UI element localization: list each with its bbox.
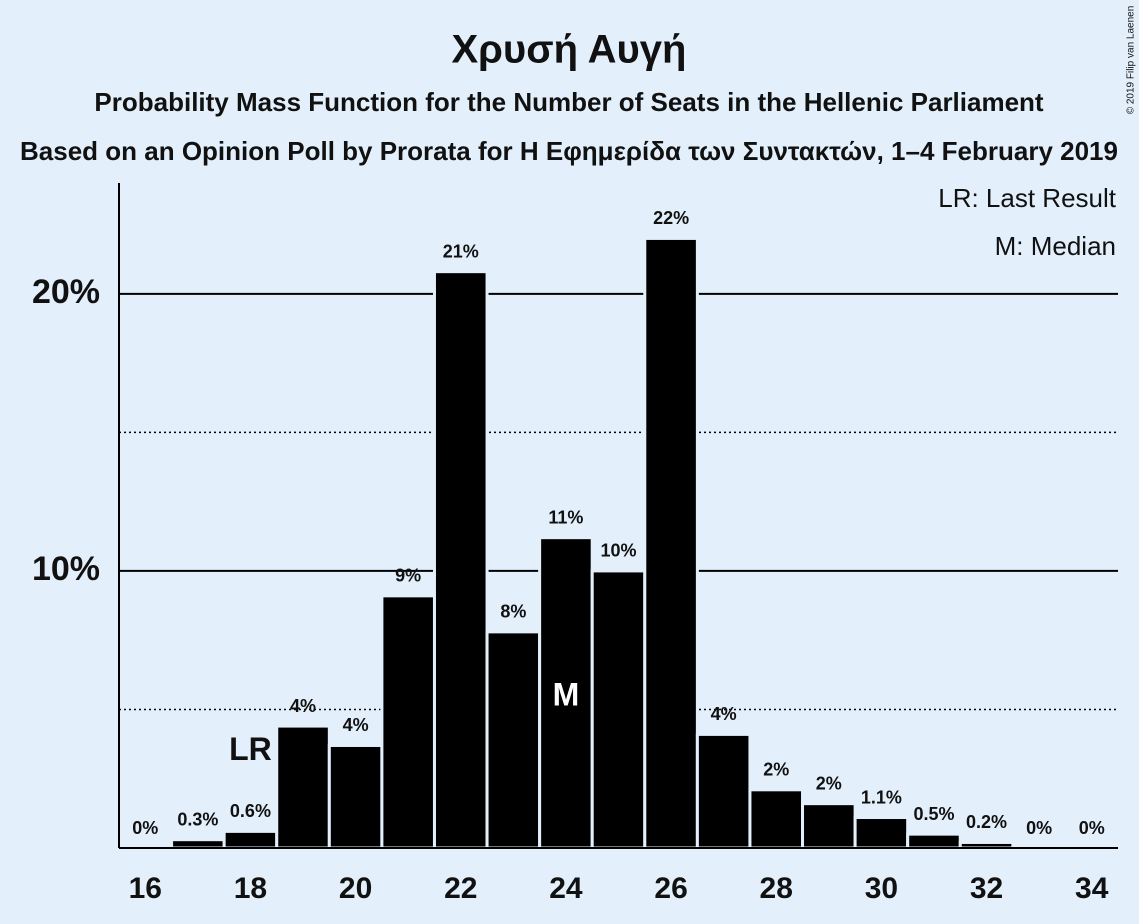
copyright: © 2019 Filip van Laenen (1126, 6, 1137, 115)
data-label: 0.2% (966, 812, 1007, 832)
data-label: 0.5% (913, 804, 954, 824)
bar (485, 630, 542, 850)
x-tick-label: 22 (444, 872, 477, 905)
x-tick-label: 16 (129, 872, 162, 905)
data-label: 11% (548, 507, 583, 527)
annotation: LR (229, 731, 272, 767)
x-tick-label: 34 (1075, 872, 1109, 905)
y-tick-label: 10% (32, 550, 100, 588)
bar (801, 802, 857, 850)
data-label: 10% (600, 541, 636, 561)
chart-subtitle: Probability Mass Function for the Number… (94, 87, 1044, 117)
data-label: 4% (343, 715, 369, 735)
chart-subtitle: Based on an Opinion Poll by Prorata for … (20, 136, 1118, 166)
data-label: 9% (395, 566, 421, 586)
legend-entry: M: Median (995, 231, 1116, 261)
bar (906, 832, 962, 850)
data-label: 0.6% (230, 801, 271, 821)
bar (590, 569, 647, 850)
x-tick-label: 18 (234, 872, 267, 905)
bar (695, 732, 752, 850)
bar (275, 724, 331, 850)
x-tick-label: 28 (760, 872, 793, 905)
bar (748, 788, 805, 850)
bar (432, 270, 489, 850)
x-tick-label: 32 (970, 872, 1003, 905)
bar (643, 236, 699, 850)
y-tick-label: 20% (32, 273, 100, 311)
x-tick-label: 30 (865, 872, 898, 905)
data-label: 0% (1026, 818, 1052, 838)
chart-title: Χρυσή Αυγή (452, 28, 687, 72)
x-tick-label: 26 (654, 872, 687, 905)
data-label: 22% (653, 208, 689, 228)
data-label: 8% (500, 602, 526, 622)
x-tick-label: 20 (339, 872, 372, 905)
data-label: 0% (132, 818, 158, 838)
annotation: M (553, 676, 580, 712)
data-label: 4% (711, 704, 737, 724)
data-label: 1.1% (861, 787, 902, 807)
bar (222, 829, 279, 850)
legend-entry: LR: Last Result (938, 183, 1117, 213)
data-label: 21% (443, 241, 479, 261)
bar (327, 743, 384, 850)
data-label: 0% (1079, 818, 1105, 838)
data-label: 0.3% (177, 809, 218, 829)
data-label: 4% (290, 696, 316, 716)
bar (380, 594, 436, 850)
bar (853, 816, 910, 850)
x-tick-label: 24 (549, 872, 583, 905)
data-label: 2% (816, 773, 842, 793)
data-label: 2% (763, 760, 789, 780)
bar (170, 838, 226, 850)
